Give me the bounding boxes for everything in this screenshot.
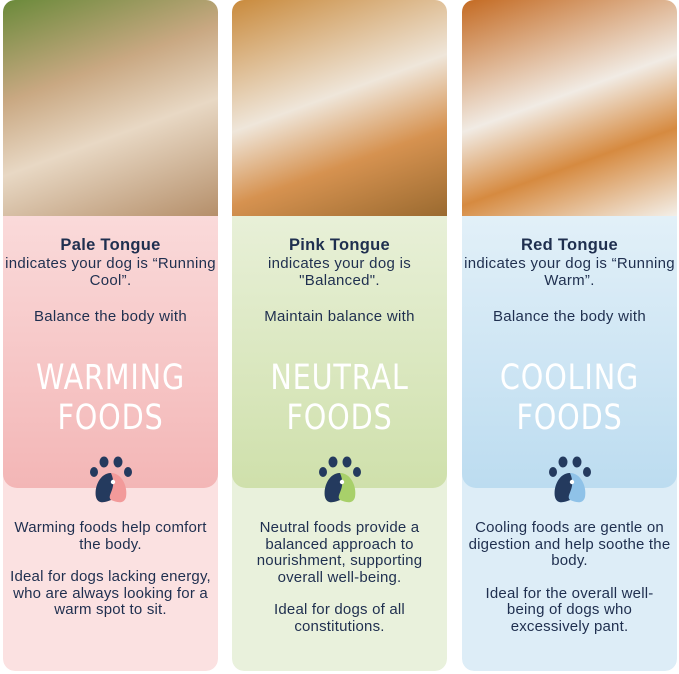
balance-text: Maintain balance with — [264, 308, 415, 325]
food-type-line: NEUTRAL — [270, 358, 409, 398]
red-tongue-dog-photo — [462, 0, 677, 216]
balance-text: Balance the body with — [33, 308, 188, 325]
food-type-heading: COOLING FOODS — [481, 358, 657, 438]
food-type-line: FOODS — [286, 398, 393, 438]
description-paragraph: Cooling foods are gentle on digestion an… — [468, 519, 671, 569]
tongue-info-panel: Pale Tongue indicates your dog is “Runni… — [3, 216, 218, 488]
tongue-subtitle: indicates your dog is "Balanced". — [267, 255, 412, 289]
ideal-for-paragraph: Ideal for dogs lacking energy, who are a… — [10, 568, 211, 618]
food-type-heading: WARMING FOODS — [22, 358, 198, 438]
pale-tongue-dog-photo — [3, 0, 218, 216]
yin-yang-paw-icon — [318, 456, 361, 503]
food-description-panel: Neutral foods provide a balanced approac… — [232, 470, 447, 671]
food-type-heading: NEUTRAL FOODS — [251, 358, 427, 438]
ideal-for-paragraph: Ideal for the overall well-being of dogs… — [485, 584, 654, 635]
description-paragraph: Neutral foods provide a balanced approac… — [256, 519, 423, 586]
food-type-line: FOODS — [516, 398, 623, 438]
tongue-title: Red Tongue — [520, 236, 619, 254]
balance-text: Balance the body with — [492, 308, 647, 325]
food-type-line: COOLING — [499, 358, 640, 398]
tongue-title: Pale Tongue — [60, 236, 161, 254]
food-description-panel: Cooling foods are gentle on digestion an… — [462, 470, 677, 671]
tongue-column-2: Pink Tongue indicates your dog is "Balan… — [232, 0, 447, 671]
yin-yang-paw-icon — [548, 456, 591, 503]
tongue-subtitle: indicates your dog is “Running Cool”. — [5, 255, 216, 289]
pink-tongue-dog-photo — [232, 0, 447, 216]
tongue-title: Pink Tongue — [288, 236, 391, 254]
tongue-info-panel: Red Tongue indicates your dog is “Runnin… — [462, 216, 677, 488]
tongue-column-3: Red Tongue indicates your dog is “Runnin… — [462, 0, 677, 671]
description-paragraph: Warming foods help comfort the body. — [14, 519, 207, 553]
food-description-panel: Warming foods help comfort the body. Ide… — [3, 470, 218, 671]
ideal-for-paragraph: Ideal for dogs of all constitutions. — [274, 601, 405, 635]
tongue-subtitle: indicates your dog is “Running Warm”. — [464, 255, 675, 289]
food-type-line: FOODS — [57, 398, 164, 438]
food-type-line: WARMING — [35, 358, 186, 398]
tongue-column-1: Pale Tongue indicates your dog is “Runni… — [3, 0, 218, 671]
tongue-info-panel: Pink Tongue indicates your dog is "Balan… — [232, 216, 447, 488]
yin-yang-paw-icon — [89, 456, 132, 503]
